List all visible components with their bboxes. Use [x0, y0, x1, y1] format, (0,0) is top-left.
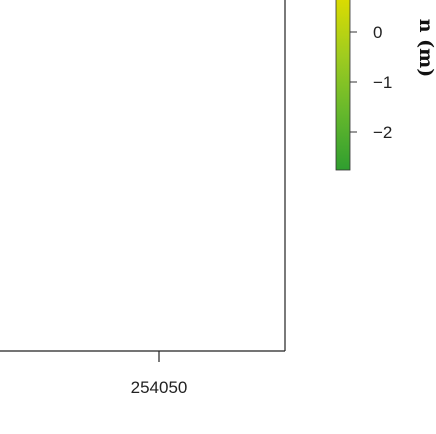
colorbar-title: n (m) [415, 19, 436, 78]
colorbar: 0 −1 −2 n (m) [335, 0, 436, 171]
colorbar-tick-label: 0 [373, 23, 382, 42]
colorbar-tick-label: −1 [373, 73, 392, 92]
colorbar-gradient [335, 0, 351, 171]
colorbar-ticks: 0 −1 −2 [350, 23, 392, 142]
x-axis: 254050 [131, 351, 188, 397]
plot-frame [0, 0, 286, 352]
colorbar-tick-label: −2 [373, 123, 392, 142]
x-tick-label: 254050 [131, 378, 188, 397]
